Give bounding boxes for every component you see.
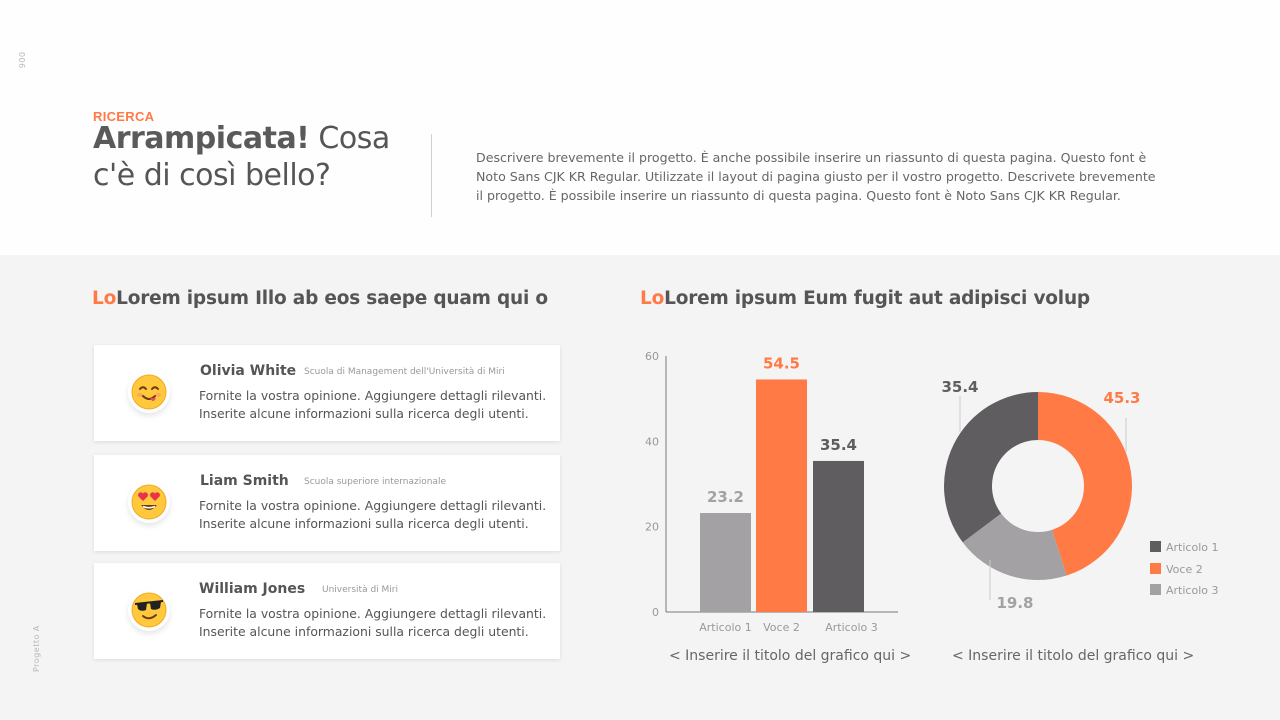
- user-school: Scuola superiore internazionale: [304, 477, 447, 487]
- bar: [813, 460, 864, 612]
- right-title-text: Lorem ipsum Eum fugit aut adipisci volup: [664, 288, 1090, 309]
- data-label: 23.2: [707, 488, 744, 506]
- project-description: Descrivere brevemente il progetto. È anc…: [476, 150, 1156, 203]
- bar: [700, 513, 751, 612]
- header-band: [0, 0, 1280, 255]
- donut-chart: 35.4 45.3 19.8: [941, 378, 1140, 612]
- donut-slice: [1038, 392, 1132, 576]
- bar-chart-caption: < Inserire il titolo del grafico qui >: [669, 648, 912, 664]
- y-tick-label: 40: [645, 435, 659, 448]
- x-tick-label: Voce 2: [763, 621, 800, 634]
- testimonial-card: Olivia White Scuola di Management dell'U…: [94, 345, 560, 441]
- avatar: [128, 371, 170, 413]
- project-label: Progetto A: [32, 625, 41, 672]
- legend-swatch: [1150, 584, 1161, 595]
- page-number: 006: [17, 52, 26, 69]
- legend-item: Voce 2: [1150, 563, 1203, 576]
- user-name: Liam Smith: [200, 473, 289, 489]
- bar-chart: 0 20 40 60 23.2 Articolo 1 54.5 Voce 2 35.4 Artic…: [645, 350, 898, 634]
- data-label: 45.3: [1103, 389, 1140, 407]
- user-feedback: Fornite la vostra opinione. Aggiungere d…: [199, 498, 547, 531]
- user-feedback: Fornite la vostra opinione. Aggiungere d…: [199, 388, 547, 421]
- data-label: 19.8: [996, 594, 1033, 612]
- testimonial-card: Liam Smith Scuola superiore internaziona…: [94, 455, 560, 551]
- avatar: [128, 589, 170, 631]
- user-school: Scuola di Management dell'Università di …: [304, 367, 505, 377]
- donut-slice: [944, 392, 1038, 543]
- left-section-title: LoLorem ipsum Illo ab eos saepe quam qui…: [92, 288, 548, 309]
- smiling-face-icon: [131, 374, 167, 410]
- x-tick-label: Articolo 3: [825, 621, 877, 634]
- legend-item: Articolo 1: [1150, 541, 1218, 554]
- data-label: 35.4: [820, 436, 857, 454]
- y-tick-label: 20: [645, 521, 659, 534]
- user-feedback: Fornite la vostra opinione. Aggiungere d…: [199, 606, 547, 639]
- legend-label: Articolo 1: [1166, 541, 1219, 554]
- legend-label: Voce 2: [1166, 563, 1203, 576]
- data-label: 54.5: [763, 354, 800, 372]
- right-title-accent: Lo: [640, 288, 665, 309]
- left-title-accent: Lo: [92, 288, 117, 309]
- header-divider: [431, 134, 432, 217]
- page-title: Arrampicata! Cosa c'è di così bello?: [93, 120, 403, 194]
- x-tick-label: Articolo 1: [699, 621, 751, 634]
- testimonial-card: William Jones Università di Miri Fornite…: [94, 563, 560, 659]
- sunglasses-face-icon: [131, 592, 167, 628]
- legend-item: Articolo 3: [1150, 584, 1218, 597]
- title-rest: Cosa c'è di così bello?: [93, 121, 390, 193]
- user-name: Olivia White: [200, 363, 297, 379]
- right-section-title: LoLorem ipsum Eum fugit aut adipisci vol…: [640, 288, 1090, 309]
- user-name: William Jones: [199, 581, 306, 597]
- avatar: [128, 481, 170, 523]
- legend-swatch: [1150, 563, 1161, 574]
- heart-eyes-face-icon: [131, 484, 167, 520]
- donut-slice: [962, 513, 1067, 580]
- y-tick-label: 0: [652, 606, 659, 619]
- user-school: Università di Miri: [322, 585, 398, 595]
- y-tick-label: 60: [645, 350, 659, 363]
- data-label: 35.4: [941, 378, 978, 396]
- eyebrow-label: RICERCA: [93, 109, 155, 124]
- legend-label: Articolo 3: [1166, 584, 1219, 597]
- legend-swatch: [1150, 541, 1161, 552]
- bar: [756, 379, 807, 612]
- title-bold: Arrampicata!: [93, 121, 310, 156]
- donut-chart-caption: < Inserire il titolo del grafico qui >: [952, 648, 1195, 664]
- left-title-text: Lorem ipsum Illo ab eos saepe quam qui o: [116, 288, 548, 309]
